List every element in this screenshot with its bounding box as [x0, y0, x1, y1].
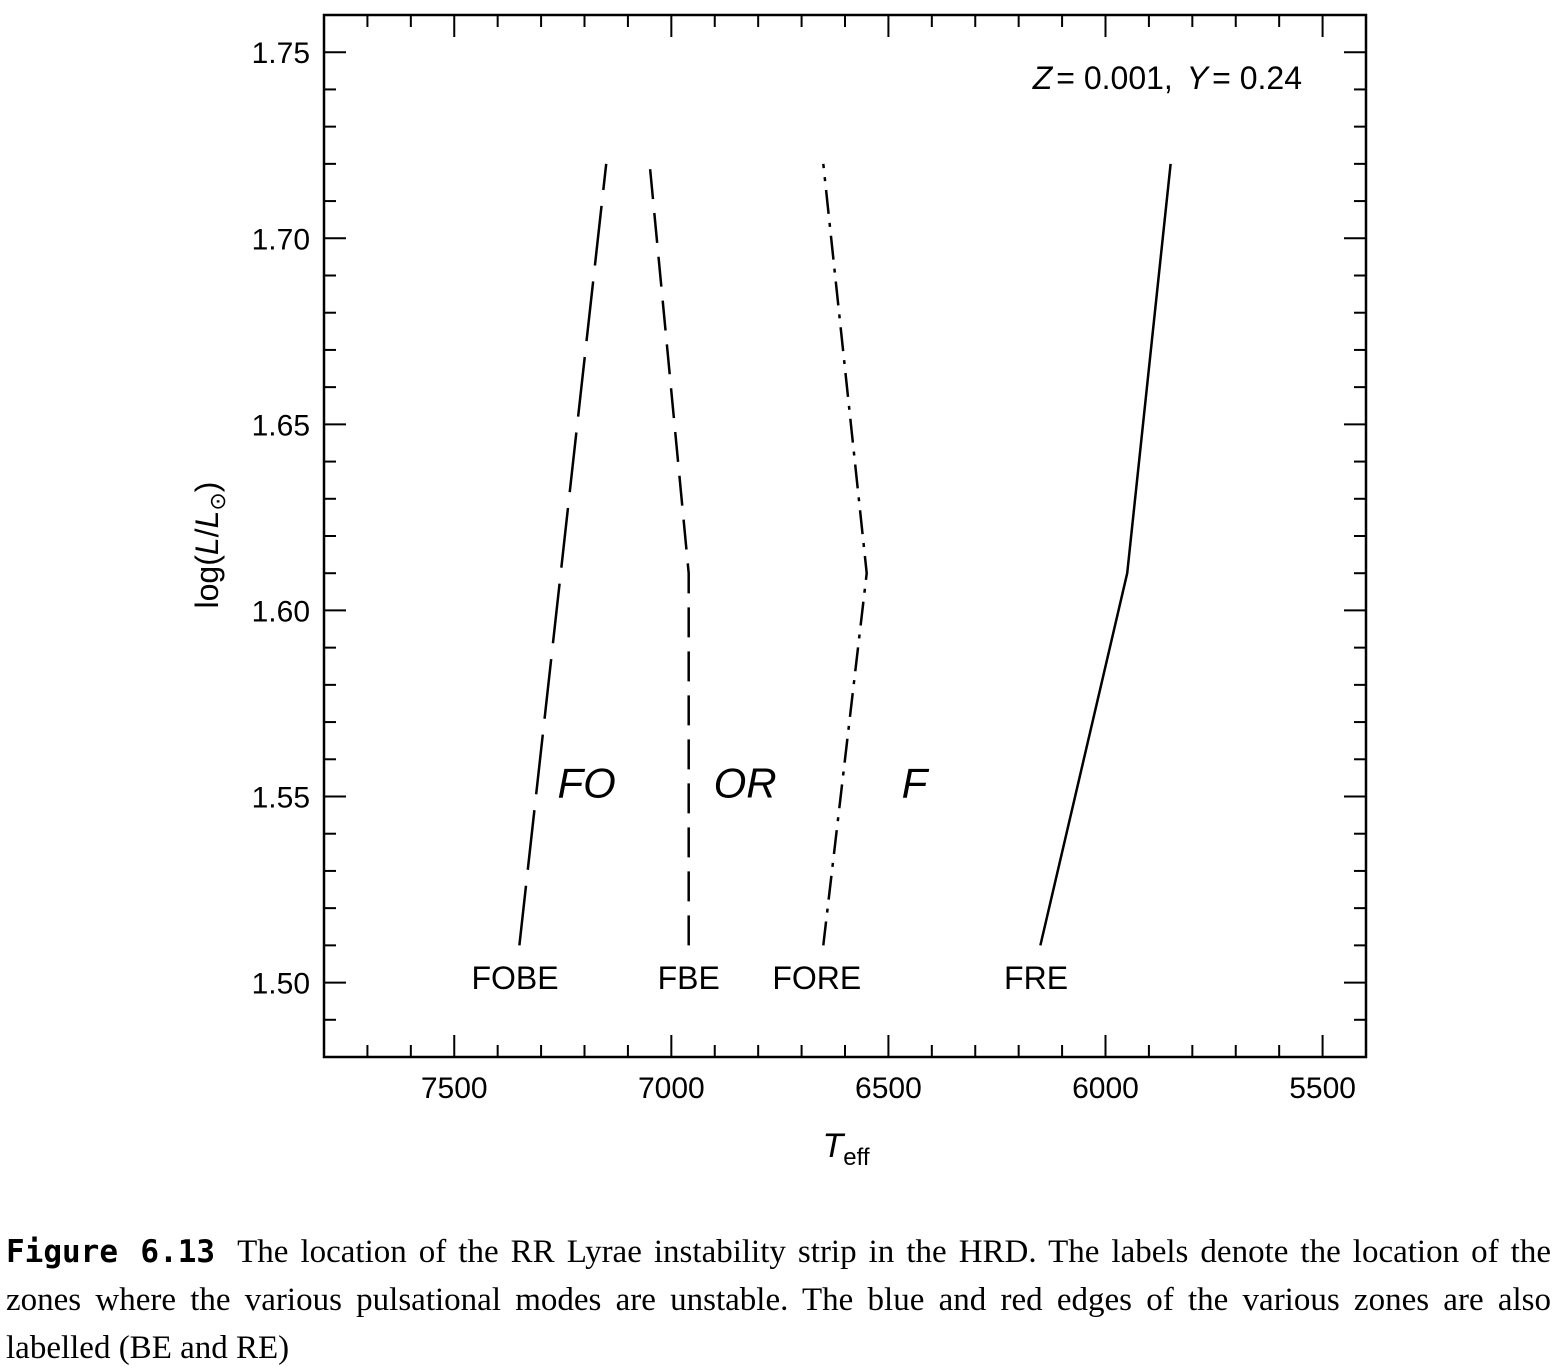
x-tick-label: 6500 — [855, 1072, 922, 1105]
y-tick-label: 1.70 — [252, 223, 310, 256]
edge-label-fbe: FBE — [658, 960, 720, 996]
edge-label-fobe: FOBE — [471, 960, 558, 996]
y-tick-labels: 1.50 1.55 1.60 1.65 1.70 1.75 — [252, 37, 310, 1000]
series-lines — [518, 163, 1172, 946]
y-tick-label: 1.55 — [252, 782, 310, 815]
axis-ticks — [323, 14, 1367, 1058]
y-tick-label: 1.75 — [252, 37, 310, 70]
series-line-fobe — [518, 163, 608, 946]
x-tick-labels: 7500 7000 6500 6000 5500 — [421, 1072, 1356, 1105]
y-tick-label: 1.65 — [252, 409, 310, 442]
zone-label-or: OR — [714, 760, 777, 807]
composition-annotation: Z = 0.001, Y = 0.24 — [1032, 60, 1302, 96]
figure-caption: Figure 6.13 The location of the RR Lyrae … — [6, 1228, 1551, 1372]
figure-label: Figure 6.13 — [6, 1234, 216, 1270]
plot-frame — [322, 13, 1368, 1059]
series-line-fbe — [648, 163, 690, 946]
zone-label-f: F — [902, 760, 930, 807]
series-line-fre — [1039, 163, 1172, 946]
y-tick-label: 1.60 — [252, 595, 310, 628]
edge-labels: FOBE FBE FORE FRE — [471, 960, 1068, 996]
chart: 7500 7000 6500 6000 5500 1.50 1.55 1.60 1.65 1.7… — [189, 13, 1368, 1171]
edge-label-fre: FRE — [1004, 960, 1068, 996]
y-tick-label: 1.50 — [252, 968, 310, 1001]
edge-label-fore: FORE — [772, 960, 861, 996]
x-tick-label: 7500 — [421, 1072, 488, 1105]
x-tick-label: 7000 — [638, 1072, 705, 1105]
zone-label-fo: FO — [558, 760, 616, 807]
x-tick-label: 6000 — [1072, 1072, 1139, 1105]
caption-text: The location of the RR Lyrae instability… — [6, 1234, 1551, 1366]
y-axis-title: log(L/L⊙) — [189, 482, 230, 609]
x-axis-title: Teff — [822, 1127, 869, 1171]
zone-labels: FO OR F — [558, 760, 930, 807]
series-line-fore — [822, 163, 868, 946]
x-tick-label: 5500 — [1289, 1072, 1356, 1105]
